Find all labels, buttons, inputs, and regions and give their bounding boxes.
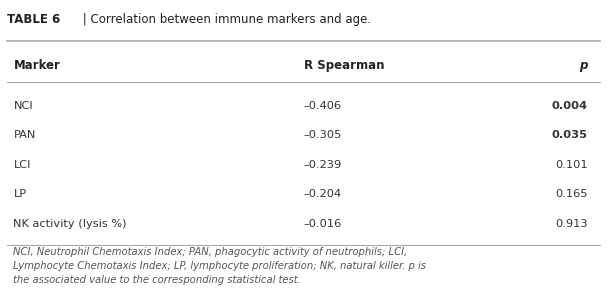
- Text: LCI: LCI: [13, 160, 31, 170]
- Text: | Correlation between immune markers and age.: | Correlation between immune markers and…: [79, 13, 371, 26]
- Text: –0.239: –0.239: [304, 160, 342, 170]
- Text: –0.305: –0.305: [304, 130, 342, 141]
- Text: 0.004: 0.004: [552, 101, 588, 111]
- Text: –0.406: –0.406: [304, 101, 342, 111]
- Text: 0.101: 0.101: [555, 160, 588, 170]
- Text: TABLE 6: TABLE 6: [7, 13, 61, 26]
- Text: p: p: [579, 59, 588, 72]
- Text: 0.165: 0.165: [555, 189, 588, 199]
- Text: Marker: Marker: [13, 59, 60, 72]
- Text: R Spearman: R Spearman: [304, 59, 384, 72]
- Text: NCI, Neutrophil Chemotaxis Index; PAN, phagocytic activity of neutrophils; LCI,
: NCI, Neutrophil Chemotaxis Index; PAN, p…: [13, 247, 427, 285]
- Text: NK activity (lysis %): NK activity (lysis %): [13, 219, 127, 229]
- Text: 0.913: 0.913: [555, 219, 588, 229]
- Text: LP: LP: [13, 189, 27, 199]
- Text: PAN: PAN: [13, 130, 36, 141]
- Text: 0.035: 0.035: [552, 130, 588, 141]
- Text: –0.016: –0.016: [304, 219, 342, 229]
- Text: –0.204: –0.204: [304, 189, 342, 199]
- Text: NCI: NCI: [13, 101, 33, 111]
